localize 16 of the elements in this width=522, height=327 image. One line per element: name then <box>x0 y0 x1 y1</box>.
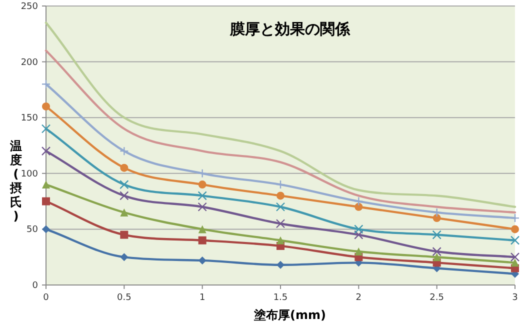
x-tick-label: 3 <box>512 293 518 303</box>
x-tick-label: 0.5 <box>117 293 132 303</box>
text: 膜厚と効果の関係 <box>229 20 351 38</box>
x-tick-label: 2.5 <box>430 293 444 303</box>
x-tick-label: 1 <box>199 293 206 303</box>
y-tick-label: 200 <box>20 58 38 68</box>
x-axis-title: 塗布厚(mm) <box>253 308 326 322</box>
y-tick-label: 250 <box>20 2 38 12</box>
x-tick-label: 0 <box>43 293 50 303</box>
y-tick-label: 100 <box>20 169 38 180</box>
x-tick-label: 1.5 <box>273 293 288 303</box>
x-tick-label: 2 <box>356 293 362 303</box>
y-tick-label: 150 <box>20 114 38 124</box>
y-axis-title: 温度(摂氏) <box>9 139 22 223</box>
y-tick-label: 0 <box>32 281 38 291</box>
y-tick-label: 50 <box>26 225 38 236</box>
